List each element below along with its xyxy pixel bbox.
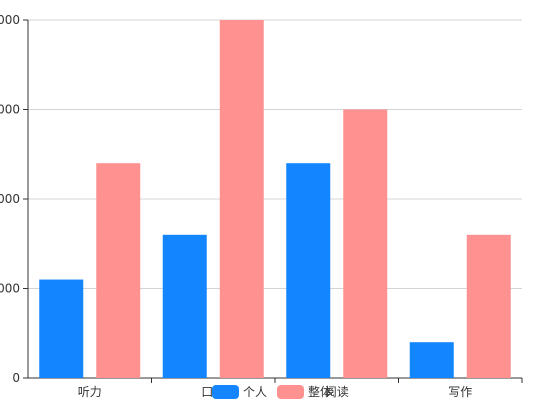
y-tick-label: 000 (0, 192, 20, 206)
bar-阅读-整体 (343, 109, 388, 378)
legend-item-series-2[interactable]: 整体 (277, 383, 332, 400)
bar-听力-个人 (39, 279, 84, 378)
legend-swatch-series-2 (277, 384, 305, 399)
x-tick-label: 写作 (448, 385, 472, 399)
bar-写作-个人 (409, 342, 454, 378)
legend: 个人 整体 (212, 383, 342, 400)
bar-听力-整体 (96, 163, 141, 378)
legend-label-series-2: 整体 (308, 385, 333, 399)
bar-写作-整体 (466, 234, 511, 378)
y-tick-label: 000 (0, 103, 20, 117)
y-tick-label: 0 (12, 371, 20, 385)
x-tick-label: 听力 (78, 385, 102, 399)
bar-阅读-个人 (286, 163, 331, 378)
legend-swatch-series-1 (212, 384, 239, 399)
y-tick-label: 000 (0, 13, 20, 27)
x-tick-label: 阅读 (325, 385, 349, 399)
legend-item-series-1[interactable]: 个人 (212, 383, 267, 400)
legend-label-series-1: 个人 (243, 385, 268, 399)
bar-口语-整体 (219, 20, 264, 378)
bar-口语-个人 (162, 234, 207, 378)
y-tick-label: 000 (0, 282, 20, 296)
